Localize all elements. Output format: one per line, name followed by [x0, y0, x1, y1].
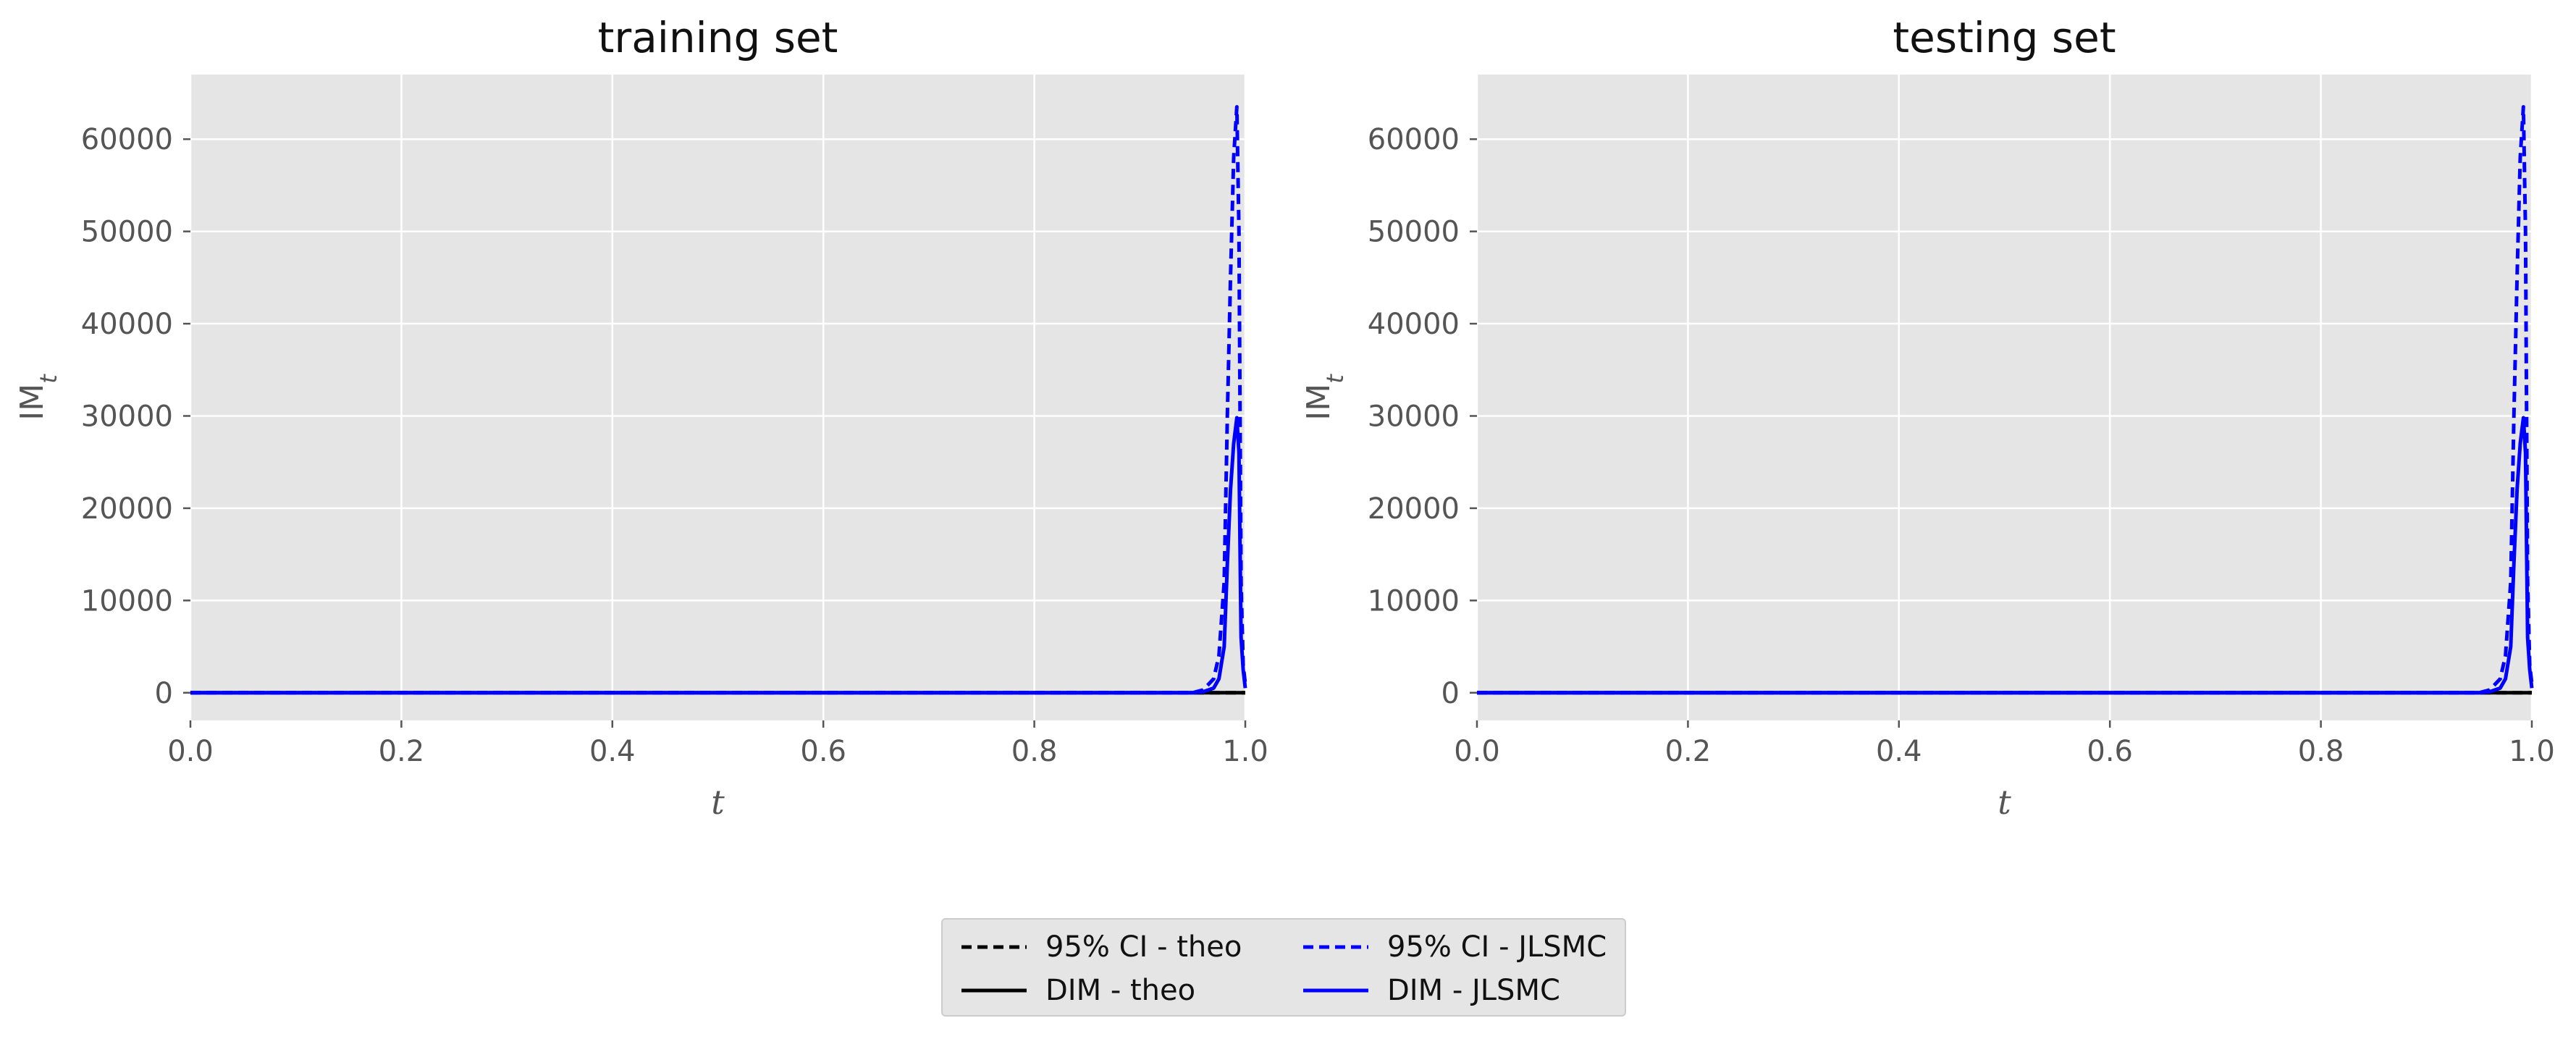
y-tick-label: 40000 [81, 308, 173, 341]
x-axis-label: t [1998, 783, 2011, 822]
x-tick-label: 0.0 [1454, 735, 1500, 768]
y-tick-label: 60000 [1368, 123, 1460, 156]
y-tick-label: 30000 [81, 400, 173, 433]
x-tick-label: 0.4 [1876, 735, 1922, 768]
y-tick-label: 40000 [1368, 308, 1460, 341]
plot-area [190, 75, 1245, 720]
y-tick-label: 0 [1441, 677, 1460, 710]
x-tick-label: 0.6 [800, 735, 846, 768]
y-tick-label: 60000 [81, 123, 173, 156]
chart-title: testing set [1893, 13, 2116, 62]
x-tick-label: 1.0 [1222, 735, 1268, 768]
x-tick-label: 0.2 [379, 735, 425, 768]
legend-label: 95% CI - theo [1045, 930, 1242, 964]
legend: 95% CI - theo DIM - theo 95% CI - JLSMC … [941, 918, 1626, 1017]
x-axis-label: t [711, 783, 725, 822]
y-tick-label: 20000 [81, 492, 173, 526]
legend-label: DIM - theo [1045, 974, 1196, 1007]
x-tick-label: 0.2 [1665, 735, 1712, 768]
x-tick-label: 0.8 [1011, 735, 1058, 768]
legend-swatch-dashed-blue [1303, 945, 1368, 949]
legend-swatch-solid-black [961, 988, 1027, 993]
legend-item-dim-theo: DIM - theo [961, 970, 1195, 1011]
x-tick-label: 0.6 [2087, 735, 2133, 768]
legend-swatch-dashed-black [961, 945, 1027, 949]
y-axis-label: IMt [1300, 374, 1349, 421]
legend-label: DIM - JLSMC [1387, 974, 1560, 1007]
y-tick-label: 30000 [1368, 400, 1460, 433]
y-axis-label: IMt [14, 374, 62, 421]
legend-swatch-solid-blue [1303, 988, 1368, 993]
legend-item-dim-jlsmc: DIM - JLSMC [1303, 970, 1560, 1011]
y-tick-label: 50000 [1368, 216, 1460, 249]
y-tick-label: 50000 [81, 216, 173, 249]
y-tick-label: 20000 [1368, 492, 1460, 526]
series-line-3 [190, 416, 1247, 695]
chart-title: training set [598, 13, 838, 62]
plot-area [1477, 75, 2532, 720]
x-tick-label: 0.8 [2298, 735, 2344, 768]
y-tick-label: 10000 [81, 584, 173, 618]
series-line-3 [1477, 416, 2534, 695]
legend-label: 95% CI - JLSMC [1387, 930, 1607, 964]
x-tick-label: 0.0 [167, 735, 214, 768]
y-tick-label: 0 [155, 677, 173, 710]
x-tick-label: 1.0 [2509, 735, 2555, 768]
y-tick-label: 10000 [1368, 584, 1460, 618]
x-tick-label: 0.4 [589, 735, 636, 768]
legend-item-ci-theo: 95% CI - theo [961, 927, 1242, 967]
legend-item-ci-jlsmc: 95% CI - JLSMC [1303, 927, 1607, 967]
